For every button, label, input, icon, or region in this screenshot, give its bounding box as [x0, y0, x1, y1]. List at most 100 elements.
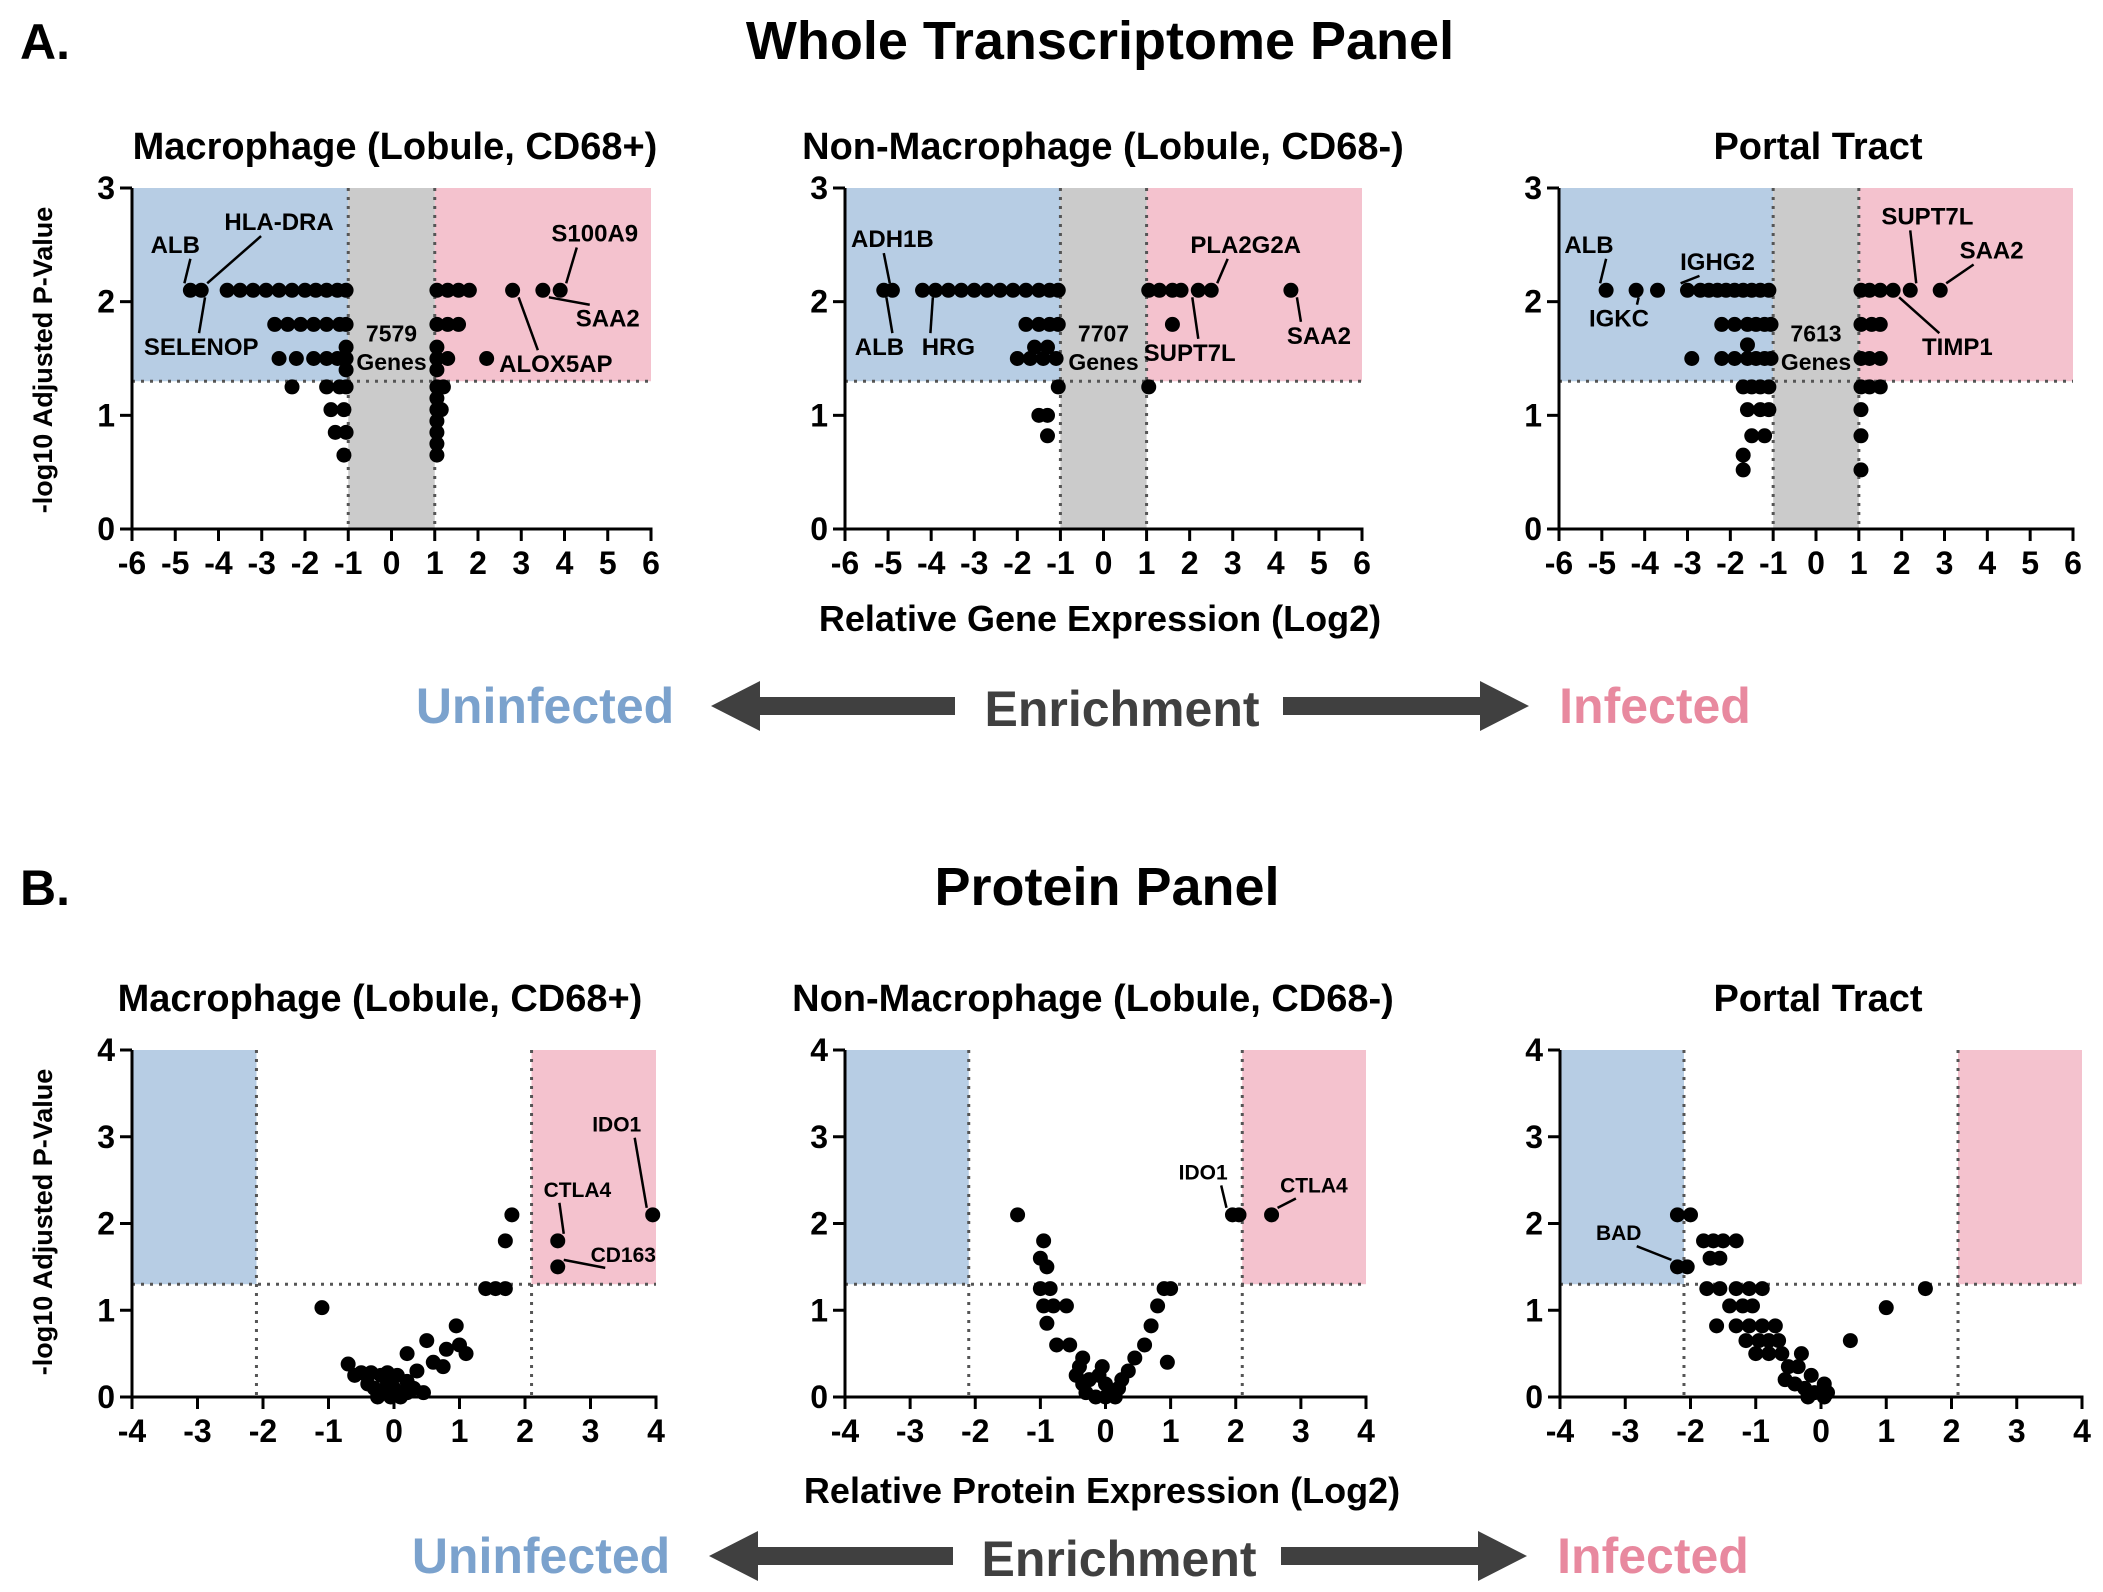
data-point	[336, 402, 352, 418]
data-point	[927, 282, 943, 298]
data-point	[1027, 339, 1043, 355]
x-tick-label: -4	[1630, 545, 1659, 581]
point-label: IDO1	[1179, 1161, 1228, 1184]
x-tick-label: 4	[1357, 1413, 1375, 1449]
data-point	[1917, 1281, 1933, 1297]
data-point	[1885, 282, 1901, 298]
data-point	[429, 351, 445, 366]
point-label: IGKC	[1589, 306, 1649, 333]
data-point	[1761, 282, 1777, 298]
label-leader-line	[558, 1202, 565, 1235]
data-point	[1283, 282, 1299, 298]
label-leader-line	[517, 296, 540, 351]
data-point	[1727, 351, 1743, 366]
data-point	[1709, 1318, 1725, 1334]
data-point	[1800, 1389, 1816, 1405]
data-point	[1045, 1298, 1061, 1314]
x-tick-label: -4	[917, 545, 946, 581]
data-point	[1727, 316, 1743, 332]
data-point	[327, 424, 343, 440]
data-point	[1754, 1281, 1770, 1297]
x-tick-label: -1	[334, 545, 362, 581]
transcriptome-panels: Macrophage (Lobule, CD68+)-6 -5 -4 -3 -2 -1 0 1…	[97, 126, 2082, 581]
data-point	[1669, 1207, 1685, 1223]
data-point	[1031, 282, 1047, 298]
y-tick-label: 2	[1525, 1206, 1543, 1242]
label-leader-line	[1295, 297, 1303, 322]
x-tick-label: -1	[1026, 1413, 1054, 1449]
x-tick-label: -2	[291, 545, 319, 581]
y-tick-label: 2	[97, 1206, 115, 1242]
data-point	[429, 316, 445, 332]
point-label: SUPT7L	[1144, 340, 1236, 367]
y-tick-label: 3	[1525, 1119, 1543, 1155]
gene-count: 7613	[1790, 320, 1841, 346]
x-tick-label: 1	[1138, 545, 1156, 581]
x-tick-label: -3	[896, 1413, 924, 1449]
data-point	[451, 316, 467, 332]
data-point	[497, 1233, 513, 1249]
x-tick-label: 2	[516, 1413, 534, 1449]
infected-region	[1958, 1050, 2082, 1285]
x-tick-label: -1	[1759, 545, 1787, 581]
data-point	[1159, 1354, 1175, 1370]
data-point	[1793, 1346, 1809, 1362]
data-point	[429, 362, 445, 378]
data-point	[1050, 316, 1066, 332]
label-leader-line	[206, 235, 262, 285]
uninfected-label-a: Uninfected	[416, 678, 674, 734]
data-point	[550, 1233, 566, 1249]
y-tick-label: 4	[810, 1032, 828, 1068]
data-point	[992, 282, 1008, 298]
y-tick-label: 1	[810, 397, 828, 433]
x-tick-label: -3	[248, 545, 276, 581]
data-point	[1039, 339, 1055, 355]
y-tick-label: 3	[1524, 170, 1542, 206]
x-tick-label: -6	[831, 545, 859, 581]
data-point	[940, 282, 956, 298]
data-point	[1203, 282, 1219, 298]
infected-label-b: Infected	[1557, 1528, 1749, 1584]
data-point	[1741, 1318, 1757, 1334]
y-tick-label: 1	[97, 397, 115, 433]
data-point	[1120, 1363, 1136, 1379]
data-point	[336, 447, 352, 463]
data-point	[1735, 447, 1751, 463]
data-point	[433, 402, 449, 418]
data-point	[645, 1207, 661, 1223]
data-point	[1744, 1298, 1760, 1314]
section-a-xlabel: Relative Gene Expression (Log2)	[819, 598, 1381, 639]
data-point	[271, 282, 287, 298]
gene-count-unit: Genes	[1068, 349, 1138, 375]
x-tick-label: 1	[451, 1413, 469, 1449]
x-tick-label: 0	[1812, 1413, 1830, 1449]
point-label: CTLA4	[1280, 1174, 1348, 1197]
y-tick-label: 0	[1525, 1379, 1543, 1415]
data-point	[1722, 1298, 1738, 1314]
x-tick-label: 4	[556, 545, 574, 581]
data-point	[429, 339, 445, 355]
data-point	[1683, 1207, 1698, 1223]
y-tick-label: 2	[1524, 284, 1542, 320]
data-point	[308, 282, 324, 298]
data-point	[1763, 351, 1779, 366]
uninfected-region	[132, 1050, 257, 1285]
point-label: ALOX5AP	[499, 351, 612, 378]
y-axis-label-b: -log10 Adjusted P-Value	[28, 1069, 58, 1376]
data-point	[360, 1376, 376, 1392]
gene-count-unit: Genes	[356, 349, 426, 375]
data-point	[338, 339, 354, 355]
data-point	[1744, 428, 1760, 444]
data-point	[1763, 316, 1779, 332]
data-point	[297, 282, 313, 298]
x-tick-label: -3	[960, 545, 988, 581]
x-tick-label: 0	[383, 545, 401, 581]
x-tick-label: 1	[1877, 1413, 1895, 1449]
x-tick-label: 0	[1807, 545, 1825, 581]
data-point	[1853, 428, 1869, 444]
data-point	[267, 316, 283, 332]
label-leader-line	[929, 297, 935, 334]
y-tick-label: 2	[97, 284, 115, 320]
section-b-title: Protein Panel	[934, 857, 1279, 917]
